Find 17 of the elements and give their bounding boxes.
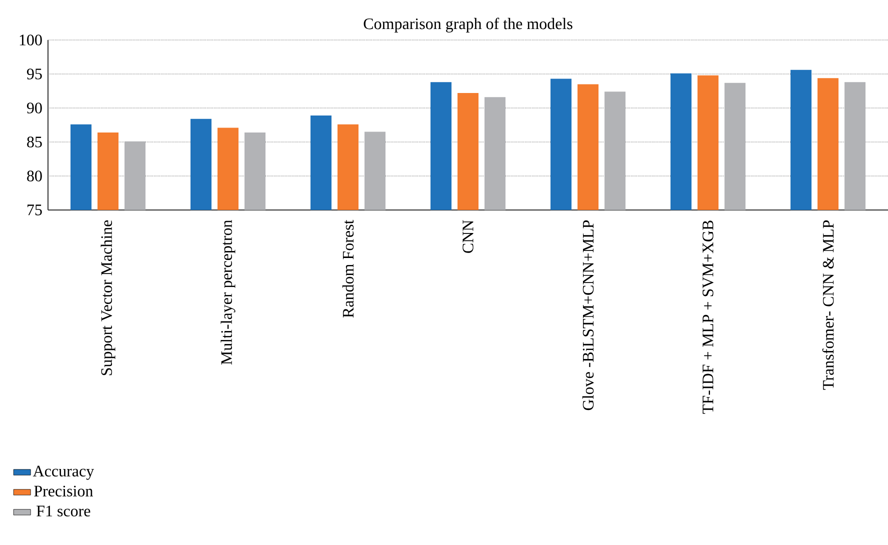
x-tick-label: Support Vector Machine <box>100 220 116 376</box>
y-tick-label: 90 <box>26 102 42 114</box>
x-tick-label: TF-IDF + MLP + SVM+XGB <box>702 220 714 414</box>
y-tick-label: 80 <box>27 170 42 182</box>
x-tick-label: Transfomer- CNN & MLP <box>822 220 834 390</box>
y-tick-label: 100 <box>20 34 42 46</box>
legend-label: Precision <box>34 486 93 496</box>
y-tick-label: 85 <box>27 136 42 148</box>
x-tick-label: Multi-layer perceptron <box>220 220 236 365</box>
legend-label: F1 score <box>36 506 90 516</box>
x-tick-label: CNN <box>462 220 474 253</box>
legend-label: Accuracy <box>32 466 94 480</box>
y-tick-label: 75 <box>28 204 42 216</box>
x-tick-label: Random Forest <box>342 220 354 318</box>
chart-title: Comparison graph of the models <box>364 18 572 32</box>
y-tick-label: 95 <box>26 68 42 80</box>
x-tick-label: Glove -BiLSTM+CNN+MLP <box>582 220 594 410</box>
